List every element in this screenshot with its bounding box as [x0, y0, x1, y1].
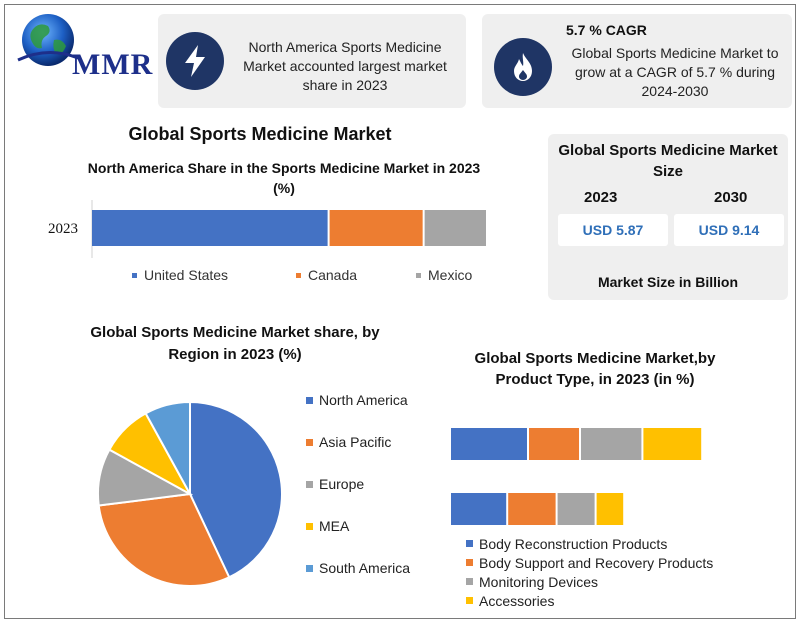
legend-swatch [466, 540, 473, 547]
legend-swatch [466, 597, 473, 604]
chart-title: Global Sports Medicine Market share, by … [90, 324, 380, 363]
pie-slice-asia-pacific [97, 492, 231, 587]
legend-item-asia-pacific: Asia Pacific [306, 432, 426, 452]
legend-swatch [466, 578, 473, 585]
year-label-end: 2030 [714, 189, 748, 206]
bar-accessories [596, 493, 624, 525]
market-value-start: USD 5.87 [558, 214, 668, 246]
legend-label: North America [319, 392, 408, 408]
logo-text: MMR [72, 48, 154, 81]
legend-label-united-states: United States [144, 267, 228, 283]
market-value-end: USD 9.14 [674, 214, 784, 246]
bar-monitoring-devices [581, 428, 642, 460]
legend-swatch [466, 559, 473, 566]
bar-united-states [92, 210, 328, 246]
pie-slice-south-america [144, 400, 191, 495]
info-box-text: North America Sports Medicine Market acc… [243, 39, 447, 93]
bar-canada [329, 210, 423, 246]
flame-icon [494, 38, 552, 96]
legend-swatch [306, 564, 313, 572]
chart-title: North America Share in the Sports Medici… [87, 160, 481, 196]
legend-label: MEA [319, 518, 350, 534]
bar-monitoring-devices [557, 493, 595, 525]
mmr-logo: MMR [12, 10, 162, 90]
bar-mexico [424, 210, 486, 246]
legend-swatch [306, 396, 313, 404]
year-label-start: 2023 [584, 189, 618, 206]
legend-swatch-canada [296, 273, 301, 278]
legend-label: Body Reconstruction Products [479, 535, 668, 552]
market-size-title: Global Sports Medicine Market Size [558, 142, 778, 180]
legend-swatch-mexico [416, 273, 421, 278]
legend-item-body-reconstruction-products: Body Reconstruction Products [466, 534, 746, 553]
legend-item-body-support-and-recovery-products: Body Support and Recovery Products [466, 553, 746, 572]
infographic-frame [4, 4, 796, 619]
legend-swatch [306, 522, 313, 530]
legend-item-europe: Europe [306, 474, 426, 494]
product-type-chart [451, 428, 702, 525]
pie-slice-north-america [189, 400, 283, 579]
legend-item-monitoring-devices: Monitoring Devices [466, 572, 746, 591]
lightning-bolt-icon [166, 32, 224, 90]
legend-item-accessories: Accessories [466, 591, 746, 610]
legend-label: South America [319, 560, 411, 576]
bar-body-support-and-recovery-products [529, 428, 579, 460]
cagr-title: 5.7 % CAGR [566, 22, 647, 38]
legend-swatch [306, 438, 313, 446]
region-pie-chart [97, 400, 283, 587]
bar-body-reconstruction-products [451, 493, 507, 525]
legend-label: Asia Pacific [319, 434, 392, 450]
legend-label-mexico: Mexico [428, 267, 473, 283]
info-box-north-america: North America Sports Medicine Market acc… [158, 14, 466, 108]
bar-accessories [643, 428, 702, 460]
bar-body-reconstruction-products [451, 428, 527, 460]
chart-title: Global Sports Medicine Market,by Product… [474, 350, 716, 388]
legend-item-north-america: North America [306, 390, 426, 410]
info-box-text: Global Sports Medicine Market to grow at… [571, 45, 779, 99]
legend-swatch-united-states [132, 273, 137, 278]
north-america-share-chart: 2023 United States Canada Mexico [48, 200, 486, 283]
legend-item-mea: MEA [306, 516, 426, 536]
category-label: 2023 [48, 221, 78, 237]
info-box-cagr: 5.7 % CAGR Global Sports Medicine Market… [482, 14, 792, 108]
legend-label: Monitoring Devices [479, 573, 599, 590]
bar-body-support-and-recovery-products [508, 493, 556, 525]
market-size-box: Global Sports Medicine Market Size 2023 … [548, 134, 788, 300]
market-size-note: Market Size in Billion [597, 274, 739, 290]
legend-label: Body Support and Recovery Products [479, 554, 714, 571]
legend-label: Europe [319, 476, 365, 492]
page-title: Global Sports Medicine Market [128, 124, 392, 144]
legend-swatch [306, 480, 313, 488]
legend-item-south-america: South America [306, 558, 426, 578]
globe-logo-icon [17, 14, 79, 66]
legend-label-canada: Canada [308, 267, 357, 283]
legend-label: Accessories [479, 592, 555, 609]
